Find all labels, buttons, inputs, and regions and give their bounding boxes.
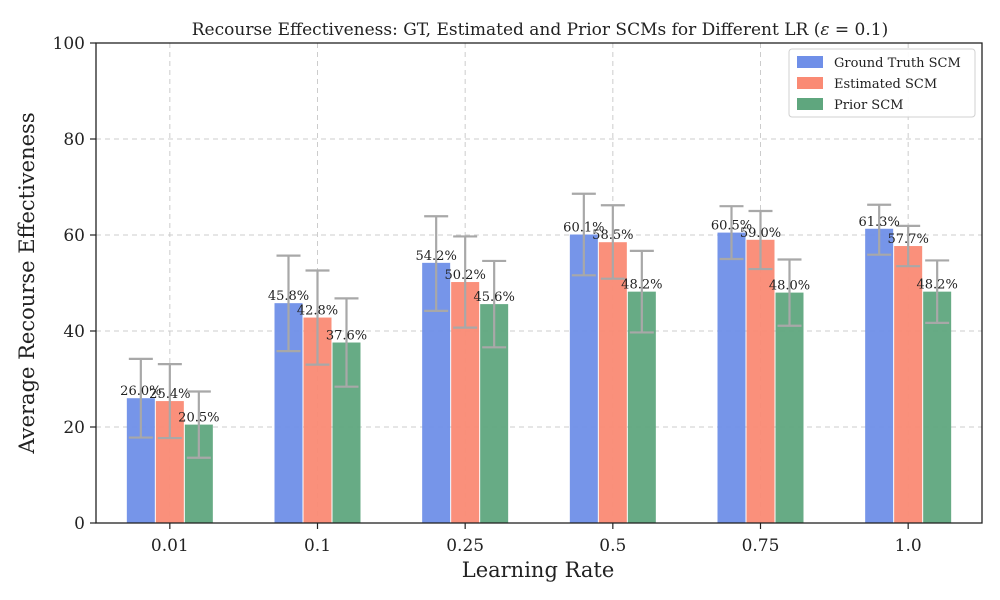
- data-label: 60.1%: [563, 221, 604, 236]
- data-label: 45.8%: [268, 289, 309, 304]
- data-label: 26.0%: [120, 384, 161, 399]
- x-tick-label: 0.5: [599, 536, 626, 556]
- bar-1-5: [894, 246, 923, 524]
- y-tick-label: 60: [63, 226, 85, 246]
- data-label: 42.8%: [297, 304, 338, 319]
- y-tick-label: 0: [74, 514, 85, 534]
- legend-label-estimated: Estimated SCM: [834, 77, 937, 92]
- x-tick-label: 0.75: [742, 536, 780, 556]
- data-label: 60.5%: [711, 219, 752, 234]
- bar-2-4: [775, 292, 804, 523]
- legend-frame: [788, 48, 976, 118]
- bars-layer: [126, 228, 952, 524]
- axes-layer: 0 20 40 60 80 100 0.01 0.1 0.25 0.5 0.75 1.0: [53, 34, 983, 556]
- bar-1-4: [746, 239, 775, 524]
- data-label: 20.5%: [178, 411, 219, 426]
- y-axis-title: Average Recourse Effectiveness: [15, 112, 39, 454]
- y-tick-label: 20: [63, 418, 85, 438]
- data-label: 48.0%: [769, 279, 810, 294]
- error-bars-layer: [128, 192, 950, 459]
- x-tick-label: 0.25: [446, 536, 484, 556]
- data-label: 54.2%: [416, 249, 457, 264]
- legend-swatch-ground-truth: [797, 56, 823, 68]
- bar-0-4: [717, 232, 746, 523]
- chart-title-suffix: = 0.1): [830, 20, 889, 40]
- data-label: 58.5%: [592, 228, 633, 243]
- bar-0-3: [569, 234, 598, 523]
- legend-label-prior: Prior SCM: [834, 98, 903, 113]
- legend-swatch-estimated: [797, 77, 823, 89]
- data-label: 48.2%: [917, 278, 958, 293]
- bar-0-5: [865, 228, 894, 523]
- x-tick-label: 0.01: [151, 536, 189, 556]
- data-label: 59.0%: [740, 226, 781, 241]
- x-tick-label: 1.0: [895, 536, 922, 556]
- data-label: 48.2%: [621, 278, 662, 293]
- y-tick-label: 40: [63, 322, 85, 342]
- y-tick-label: 80: [63, 130, 85, 150]
- bar-2-5: [923, 291, 952, 523]
- data-label: 61.3%: [859, 215, 900, 230]
- data-label: 45.6%: [474, 290, 515, 305]
- chart-title-main: Recourse Effectiveness: GT, Estimated an…: [192, 20, 821, 40]
- x-axis-title: Learning Rate: [462, 558, 615, 582]
- legend: Ground Truth SCM Estimated SCM Prior SCM: [788, 48, 976, 118]
- legend-swatch-prior: [797, 98, 823, 110]
- legend-label-ground-truth: Ground Truth SCM: [834, 56, 961, 71]
- data-label: 25.4%: [149, 387, 190, 402]
- data-labels-layer: 26.0% 45.8% 54.2% 60.1% 60.5% 61.3% 25.4% 42.8%…: [120, 215, 958, 426]
- x-tick-label: 0.1: [304, 536, 331, 556]
- data-label: 50.2%: [445, 268, 486, 283]
- chart-title: Recourse Effectiveness: GT, Estimated an…: [192, 20, 888, 40]
- chart-title-symbol: ε: [820, 20, 829, 40]
- data-label: 37.6%: [326, 329, 367, 344]
- plot-frame: [95, 42, 983, 524]
- bar-1-3: [598, 242, 627, 523]
- y-tick-label: 100: [53, 34, 85, 54]
- data-label: 57.7%: [888, 232, 929, 247]
